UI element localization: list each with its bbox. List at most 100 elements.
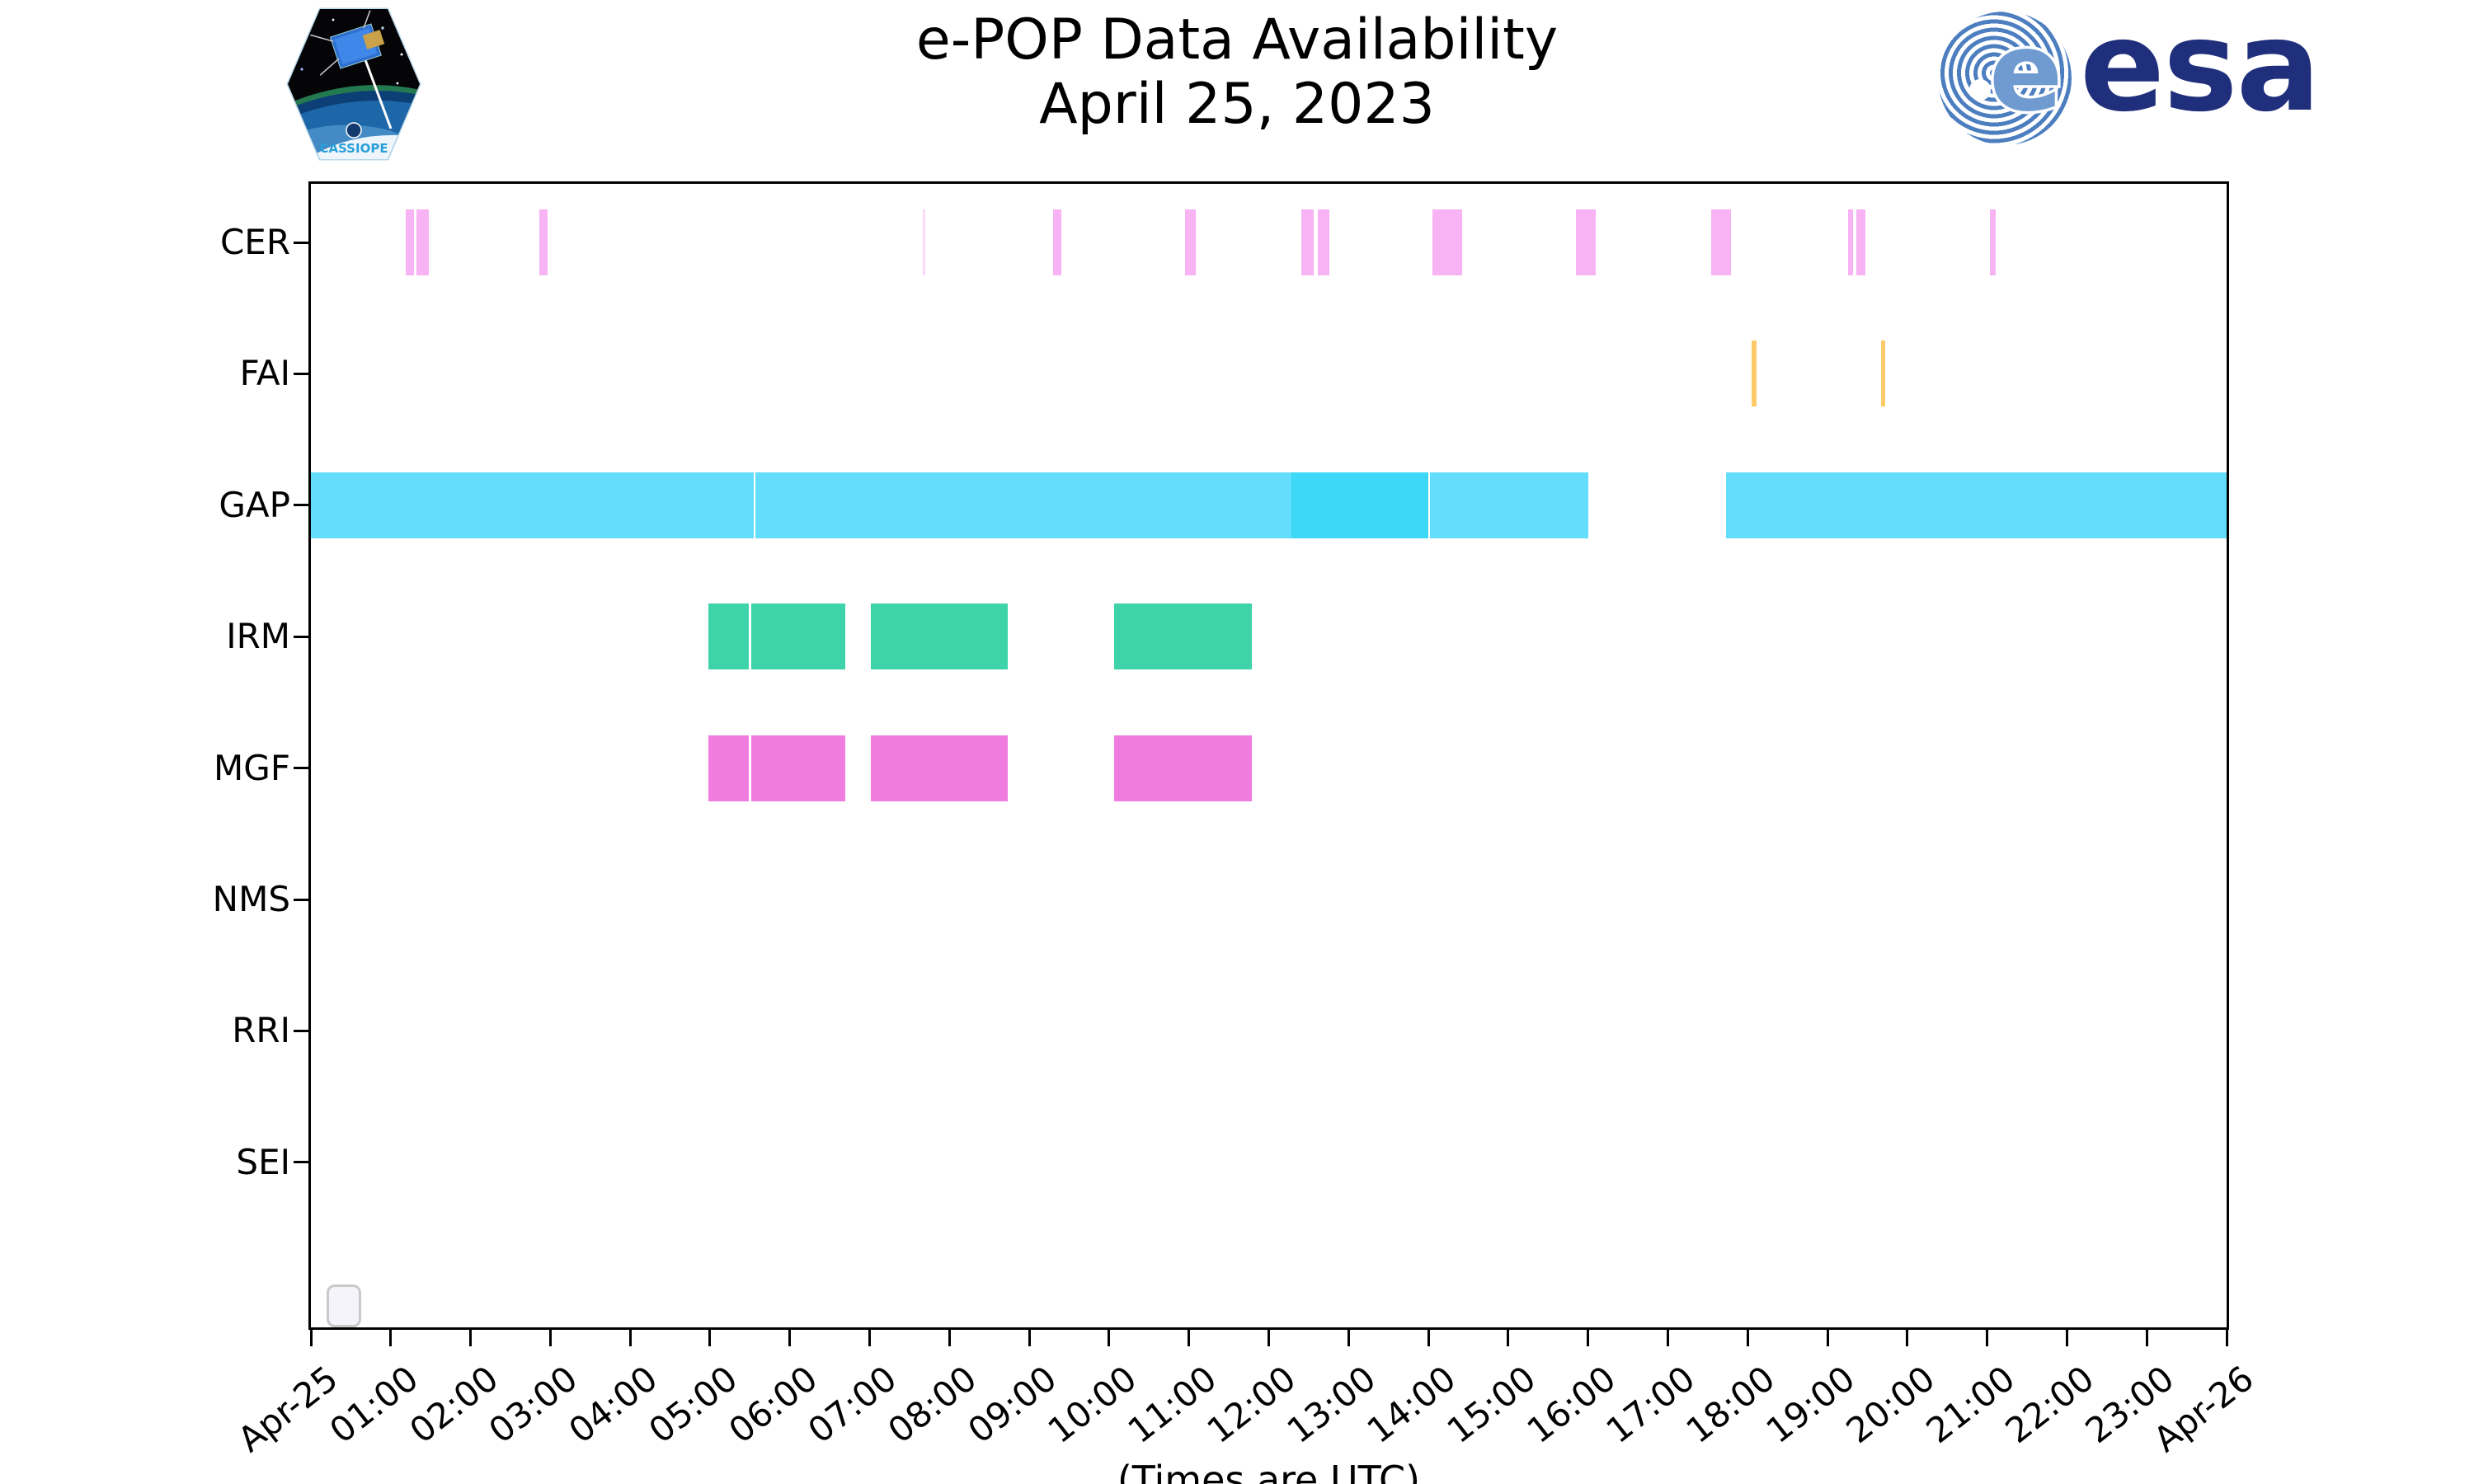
x-tick <box>1666 1330 1669 1346</box>
y-label-rri: RRI <box>232 1010 290 1051</box>
x-label-text: 10:00 <box>1040 1358 1145 1452</box>
availability-bar-cer <box>406 209 414 275</box>
legend-box-empty <box>327 1284 361 1327</box>
patch-roundel <box>346 122 362 139</box>
patch-satellite <box>310 10 385 76</box>
availability-plot: CER FAI GAP IRM MGF NMS RRI SEI Apr-25 01:00 02:00… <box>213 181 2261 1484</box>
availability-bar-cer <box>539 209 548 275</box>
x-tick <box>389 1330 393 1346</box>
x-label-text: 14:00 <box>1359 1358 1464 1452</box>
esa-globe-dot <box>1969 79 1991 101</box>
x-tick <box>708 1330 712 1346</box>
x-label-text: 03:00 <box>481 1358 586 1452</box>
x-tick <box>548 1330 552 1346</box>
x-tick <box>1268 1330 1270 1346</box>
y-tick <box>294 1161 308 1164</box>
x-tick <box>948 1330 951 1346</box>
y-label-mgf: MGF <box>214 747 290 788</box>
x-tick <box>2225 1330 2228 1346</box>
y-label-irm: IRM <box>226 616 290 657</box>
x-label-text: 20:00 <box>1838 1358 1942 1452</box>
x-tick <box>868 1330 872 1346</box>
x-tick <box>1507 1330 1510 1346</box>
availability-bar-cer <box>1848 209 1853 275</box>
x-axis-note: (Times are UTC) <box>1117 1458 1421 1484</box>
availability-bar-cer <box>1053 209 1061 275</box>
x-label-text: Apr-25 <box>230 1358 346 1460</box>
x-tick <box>1986 1330 1989 1346</box>
y-tick <box>294 241 308 244</box>
plot-frame <box>308 181 2229 1330</box>
x-label-text: 09:00 <box>960 1358 1065 1452</box>
x-label-text: 13:00 <box>1279 1358 1384 1452</box>
x-label-text: 16:00 <box>1519 1358 1623 1452</box>
availability-bar-cer <box>923 209 926 275</box>
availability-bar-cer <box>1184 209 1197 275</box>
x-label-text: 06:00 <box>721 1358 825 1452</box>
cassiope-mission-patch-logo: CASSIOPE <box>284 5 424 163</box>
x-tick <box>1826 1330 1829 1346</box>
availability-bar-cer <box>1710 209 1731 275</box>
availability-bar-irm <box>1113 603 1253 670</box>
availability-bar-gap <box>311 472 755 538</box>
y-tick <box>294 635 308 638</box>
x-tick <box>628 1330 632 1346</box>
availability-bar-mgf <box>1113 735 1253 801</box>
esa-logo: e esa <box>1938 0 2326 156</box>
x-label-text: 04:00 <box>561 1358 666 1452</box>
y-tick <box>294 767 308 770</box>
x-tick <box>1188 1330 1191 1346</box>
availability-bar-irm <box>708 603 750 670</box>
y-label-nms: NMS <box>212 879 290 919</box>
title-line-2: April 25, 2023 <box>1039 72 1435 138</box>
x-label-text: 18:00 <box>1678 1358 1783 1452</box>
x-label-text: 12:00 <box>1200 1358 1304 1452</box>
y-tick <box>294 898 308 901</box>
y-label-sei: SEI <box>236 1141 290 1182</box>
x-label-text: 11:00 <box>1120 1358 1224 1452</box>
x-label-text: 07:00 <box>801 1358 905 1452</box>
availability-bar-irm <box>870 603 1008 670</box>
availability-bar-gap <box>1430 472 1588 538</box>
esa-globe-icon: e <box>1938 12 2072 145</box>
x-label-text: 15:00 <box>1439 1358 1544 1452</box>
availability-bar-gap <box>1726 472 2227 538</box>
x-label-text: 17:00 <box>1599 1358 1703 1452</box>
availability-bar-cer <box>1576 209 1597 275</box>
x-label-text: 22:00 <box>1998 1358 2102 1452</box>
availability-bar-cer <box>1301 209 1314 275</box>
patch-cassiope-text: CASSIOPE <box>319 141 388 156</box>
x-tick <box>2065 1330 2068 1346</box>
x-label-text: 02:00 <box>402 1358 506 1452</box>
availability-bar-mgf <box>870 735 1008 801</box>
availability-bar-mgf <box>708 735 750 801</box>
x-tick <box>1108 1330 1111 1346</box>
x-tick <box>1587 1330 1590 1346</box>
x-tick <box>788 1330 792 1346</box>
availability-bar-gap <box>755 472 1291 538</box>
x-label-text: 08:00 <box>880 1358 985 1452</box>
x-label-text: 19:00 <box>1758 1358 1863 1452</box>
esa-globe-e-glyph: e <box>1987 9 2066 136</box>
y-tick <box>294 504 308 507</box>
patch-beam <box>363 57 393 129</box>
y-label-gap: GAP <box>219 484 290 525</box>
y-tick <box>294 372 308 375</box>
y-label-fai: FAI <box>239 353 290 394</box>
chart-title: e-POP Data Availability April 25, 2023 <box>742 7 1732 138</box>
x-tick <box>1906 1330 1909 1346</box>
title-line-1: e-POP Data Availability <box>915 7 1559 73</box>
availability-bar-irm <box>751 603 845 670</box>
availability-bar-cer <box>1989 209 1997 275</box>
availability-bar-cer <box>1856 209 1865 275</box>
availability-bar-fai <box>1752 340 1757 407</box>
esa-wordmark: esa <box>2080 0 2321 139</box>
y-tick <box>294 1029 308 1032</box>
availability-bar-cer <box>416 209 430 275</box>
availability-bar-mgf <box>751 735 845 801</box>
x-tick <box>1347 1330 1350 1346</box>
x-tick <box>1427 1330 1430 1346</box>
x-tick <box>2145 1330 2148 1346</box>
x-tick <box>1746 1330 1749 1346</box>
